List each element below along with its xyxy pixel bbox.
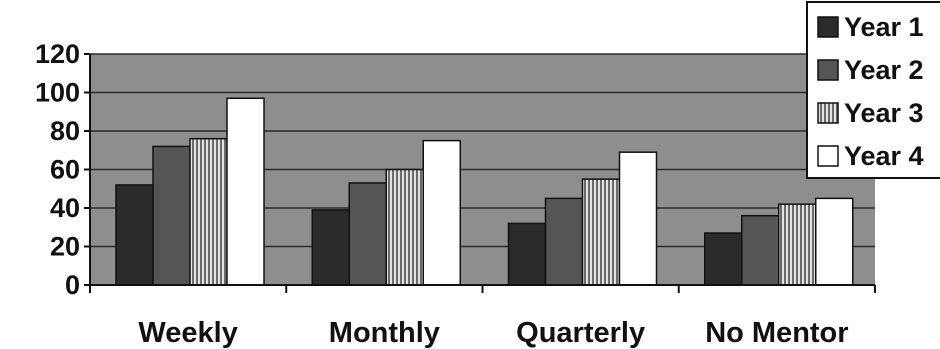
legend-label: Year 4 (844, 141, 924, 171)
y-tick-label: 0 (65, 270, 80, 300)
bars (115, 97, 854, 286)
legend: Year 1 Year 2 Year 3 Year 4 (806, 1, 940, 179)
bar-year-4-monthly (422, 139, 461, 286)
legend-label: Year 3 (844, 98, 924, 128)
y-tick-label: 100 (35, 78, 80, 108)
bar-year-2-quarterly (544, 197, 584, 286)
bar-year-3-monthly (385, 168, 424, 286)
x-category-label: Monthly (329, 317, 440, 349)
bar-year-4-no-mentor (815, 197, 854, 286)
x-axis: Weekly Monthly Quarterly No Mentor (89, 285, 876, 349)
y-axis: 0 20 40 60 80 100 120 (35, 39, 90, 300)
bar-year-3-no-mentor (778, 203, 817, 286)
x-category-label: No Mentor (705, 317, 848, 349)
y-tick-label: 120 (35, 39, 80, 69)
legend-swatch (817, 102, 839, 124)
bar-year-1-monthly (311, 209, 350, 286)
x-category-label: Quarterly (516, 317, 645, 349)
y-tick-label: 40 (50, 193, 80, 223)
bar-year-1-no-mentor (704, 232, 743, 286)
bar-year-1-quarterly (507, 222, 547, 286)
legend-swatch (817, 59, 839, 81)
bar-year-4-quarterly (618, 151, 658, 286)
bar-year-2-no-mentor (741, 214, 780, 286)
bar-year-2-weekly (152, 145, 191, 286)
bar-year-4-weekly (226, 97, 265, 286)
legend-label: Year 2 (844, 55, 924, 85)
bar-year-2-monthly (348, 182, 387, 286)
legend-swatch (817, 145, 839, 167)
bar-year-3-quarterly (581, 178, 621, 286)
y-tick-label: 20 (50, 232, 80, 262)
y-tick-label: 80 (50, 116, 80, 146)
bar-year-3-weekly (189, 137, 228, 286)
legend-label: Year 1 (844, 12, 924, 42)
bar-year-1-weekly (115, 184, 154, 286)
y-tick-label: 60 (50, 155, 80, 185)
x-category-label: Weekly (138, 317, 237, 349)
legend-swatch (817, 16, 839, 38)
